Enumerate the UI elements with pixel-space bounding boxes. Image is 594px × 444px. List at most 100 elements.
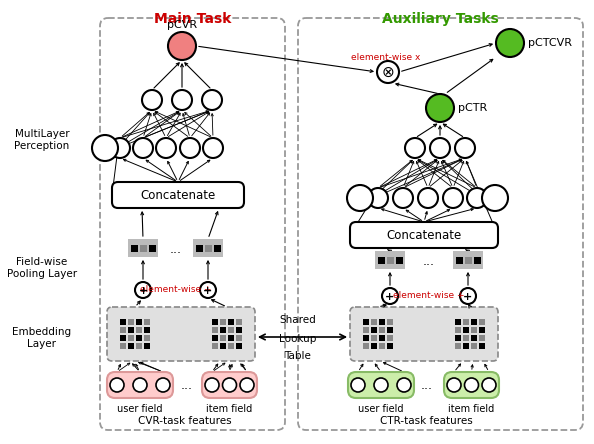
Bar — [136, 327, 142, 333]
Circle shape — [156, 138, 176, 158]
Bar — [128, 335, 134, 341]
Bar — [387, 257, 393, 263]
Circle shape — [168, 32, 196, 60]
Text: Field-wise
Pooling Layer: Field-wise Pooling Layer — [7, 257, 77, 279]
Bar — [379, 327, 385, 333]
Bar — [455, 343, 461, 349]
Bar — [455, 327, 461, 333]
Bar — [144, 335, 150, 341]
Text: element-wise +: element-wise + — [140, 285, 211, 293]
Bar — [463, 327, 469, 333]
Bar — [387, 327, 393, 333]
Circle shape — [405, 138, 425, 158]
Text: item field: item field — [206, 404, 252, 414]
Text: Main Task: Main Task — [154, 12, 231, 26]
Bar — [144, 343, 150, 349]
Text: element-wise +: element-wise + — [393, 290, 465, 300]
Bar — [228, 327, 234, 333]
Circle shape — [205, 378, 219, 392]
Circle shape — [351, 378, 365, 392]
Circle shape — [374, 378, 388, 392]
Circle shape — [110, 378, 124, 392]
Bar — [453, 251, 483, 269]
Text: user field: user field — [117, 404, 163, 414]
FancyBboxPatch shape — [107, 307, 255, 361]
Text: item field: item field — [448, 404, 495, 414]
Bar — [378, 257, 384, 263]
Text: ...: ... — [169, 242, 182, 255]
Bar — [136, 343, 142, 349]
Circle shape — [430, 138, 450, 158]
Circle shape — [368, 188, 388, 208]
Text: Shared: Shared — [280, 315, 317, 325]
Bar — [220, 335, 226, 341]
Bar — [236, 343, 242, 349]
Bar — [236, 335, 242, 341]
Bar — [228, 335, 234, 341]
Bar — [375, 251, 405, 269]
Bar — [463, 335, 469, 341]
Bar — [371, 319, 377, 325]
Bar — [136, 335, 142, 341]
Bar — [379, 343, 385, 349]
FancyBboxPatch shape — [348, 372, 414, 398]
Circle shape — [135, 282, 151, 298]
Text: ...: ... — [181, 378, 193, 392]
Bar — [212, 343, 218, 349]
Bar — [471, 327, 477, 333]
Bar — [387, 343, 393, 349]
Text: MultiLayer
Perception: MultiLayer Perception — [14, 129, 69, 151]
Bar — [120, 319, 126, 325]
Bar — [236, 319, 242, 325]
Bar — [371, 335, 377, 341]
Bar — [148, 245, 156, 251]
Bar — [363, 319, 369, 325]
Text: Auxiliary Tasks: Auxiliary Tasks — [382, 12, 499, 26]
Bar — [463, 343, 469, 349]
Bar — [128, 239, 158, 257]
Circle shape — [377, 61, 399, 83]
Circle shape — [447, 378, 461, 392]
Circle shape — [347, 185, 373, 211]
Bar — [363, 343, 369, 349]
Bar — [363, 327, 369, 333]
Bar — [140, 245, 147, 251]
Circle shape — [443, 188, 463, 208]
Bar — [479, 319, 485, 325]
Bar — [144, 319, 150, 325]
Circle shape — [460, 288, 476, 304]
Bar — [131, 245, 137, 251]
Bar — [193, 239, 223, 257]
Circle shape — [200, 282, 216, 298]
Circle shape — [382, 288, 398, 304]
Text: Table: Table — [285, 351, 311, 361]
Text: Embedding
Layer: Embedding Layer — [12, 327, 71, 349]
Circle shape — [465, 378, 479, 392]
Bar — [220, 343, 226, 349]
Circle shape — [426, 94, 454, 122]
Bar — [212, 319, 218, 325]
Text: user field: user field — [358, 404, 404, 414]
Text: CTR-task features: CTR-task features — [380, 416, 473, 426]
Text: Concatenate: Concatenate — [140, 189, 216, 202]
Bar — [471, 319, 477, 325]
Bar — [120, 343, 126, 349]
Circle shape — [142, 90, 162, 110]
Bar — [471, 335, 477, 341]
Circle shape — [467, 188, 487, 208]
Text: element-wise x: element-wise x — [351, 53, 421, 63]
FancyBboxPatch shape — [112, 182, 244, 208]
Bar — [371, 343, 377, 349]
Bar — [236, 327, 242, 333]
Text: ⊗: ⊗ — [381, 65, 394, 80]
Bar — [128, 343, 134, 349]
Text: +: + — [463, 292, 473, 302]
Text: pCTR: pCTR — [458, 103, 487, 113]
Bar — [220, 327, 226, 333]
Circle shape — [482, 378, 496, 392]
Bar — [204, 245, 211, 251]
Text: +: + — [138, 286, 148, 296]
Bar — [363, 335, 369, 341]
Text: +: + — [203, 286, 213, 296]
Circle shape — [92, 135, 118, 161]
